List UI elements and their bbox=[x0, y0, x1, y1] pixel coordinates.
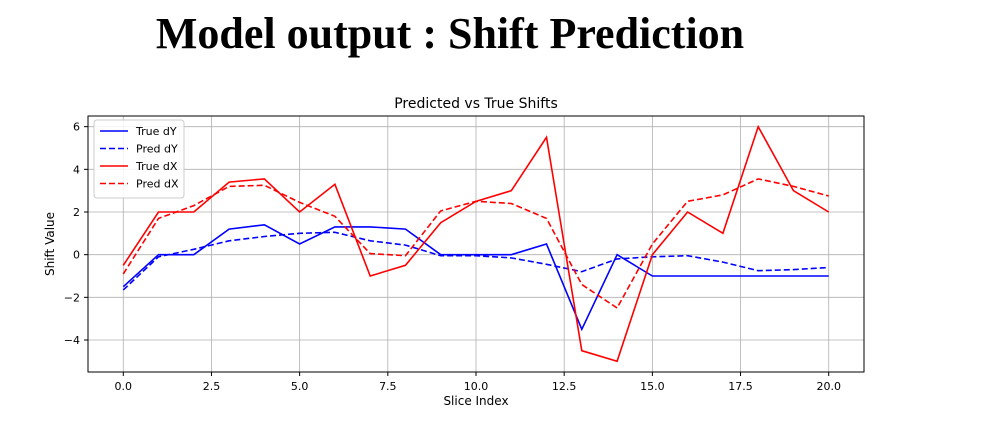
legend-box bbox=[93, 119, 185, 199]
x-tick-label: 12.5 bbox=[552, 380, 577, 393]
x-tick-label: 7.5 bbox=[379, 380, 397, 393]
y-tick-label: 2 bbox=[73, 206, 80, 219]
x-tick-label: 15.0 bbox=[640, 380, 665, 393]
x-axis-label: Slice Index bbox=[443, 394, 508, 408]
series-lines bbox=[122, 124, 830, 363]
y-axis-ticks: −4 −2 0 2 4 6 bbox=[64, 121, 88, 347]
y-tick-label: −2 bbox=[64, 291, 80, 304]
slide-title: Model output : Shift Prediction bbox=[155, 9, 745, 58]
legend: True dY Pred dY True dX Pred dX bbox=[93, 119, 185, 199]
legend-label-pred-dy: Pred dY bbox=[136, 143, 178, 156]
y-tick-label: 6 bbox=[73, 121, 80, 134]
x-axis-ticks: 0.0 2.5 5.0 7.5 10.0 12.5 15.0 17.5 20.0 bbox=[115, 372, 841, 393]
x-tick-label: 0.0 bbox=[115, 380, 133, 393]
x-tick-label: 2.5 bbox=[203, 380, 221, 393]
legend-label-pred-dx: Pred dX bbox=[136, 178, 179, 191]
series-line-pred-dy bbox=[122, 231, 829, 291]
series-line-pred-dx bbox=[122, 178, 829, 310]
x-tick-label: 10.0 bbox=[464, 380, 489, 393]
x-tick-label: 17.5 bbox=[728, 380, 753, 393]
y-tick-label: 4 bbox=[73, 163, 80, 176]
x-tick-label: 5.0 bbox=[291, 380, 309, 393]
y-tick-label: 0 bbox=[73, 249, 80, 262]
legend-label-true-dx: True dX bbox=[135, 160, 178, 173]
y-axis-label: Shift Value bbox=[43, 212, 57, 276]
x-tick-label: 20.0 bbox=[816, 380, 841, 393]
chart-title: Predicted vs True Shifts bbox=[394, 96, 558, 112]
grid bbox=[88, 116, 864, 372]
y-tick-label: −4 bbox=[64, 334, 80, 347]
legend-label-true-dy: True dY bbox=[135, 125, 177, 138]
series-line-true-dy bbox=[122, 223, 829, 332]
